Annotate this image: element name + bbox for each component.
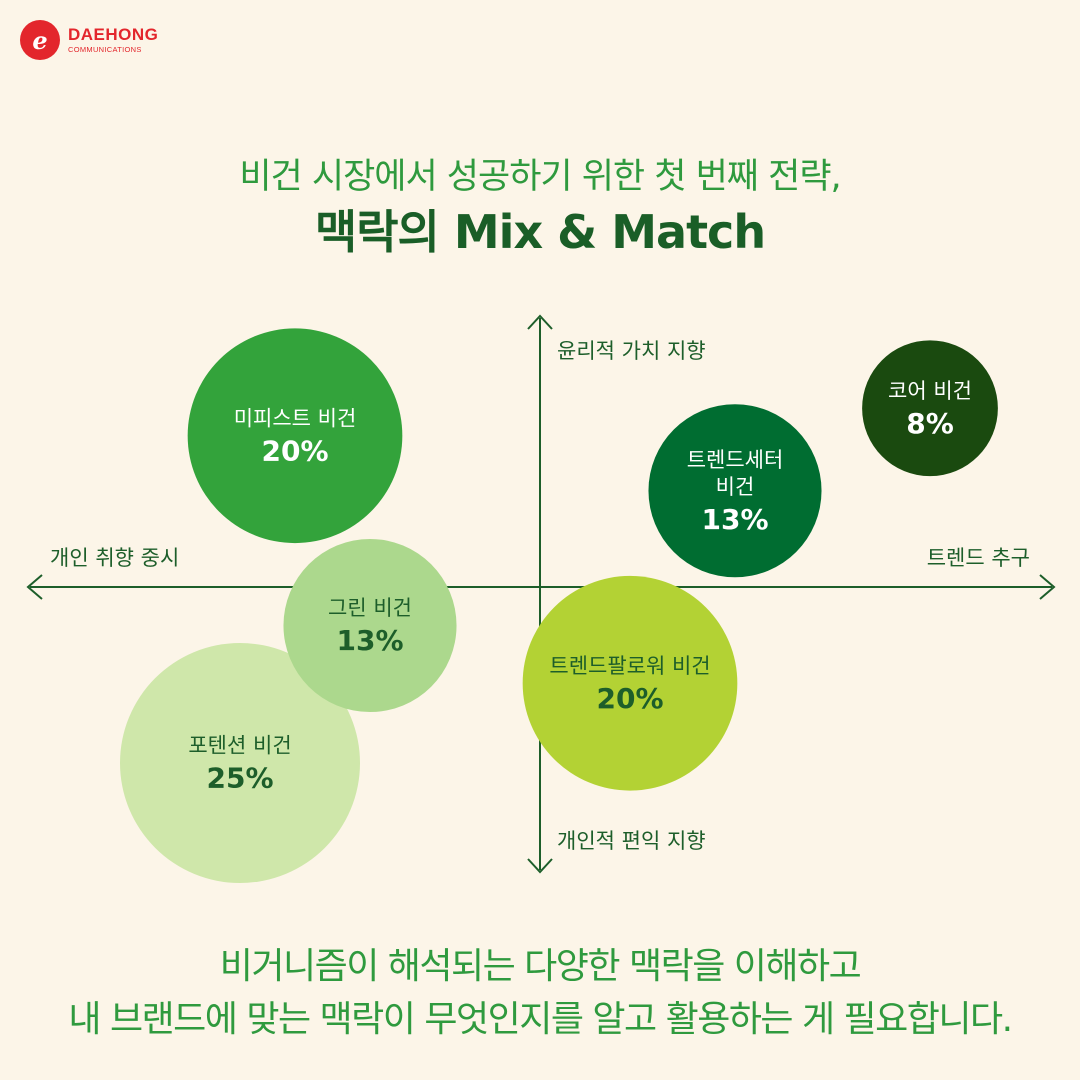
footer-line-2: 내 브랜드에 맞는 맥락이 무엇인지를 알고 활용하는 게 필요합니다. <box>68 999 1013 1040</box>
page-subtitle: 비건 시장에서 성공하기 위한 첫 번째 전략, <box>239 157 841 197</box>
bubble-value: 13% <box>336 624 403 657</box>
bubble-circle <box>862 340 998 477</box>
bubble-circle <box>283 538 457 713</box>
bubble-0: 미피스트 비건 20% <box>187 328 403 544</box>
brand-logo: e DAEHONG COMMUNICATIONS <box>20 20 158 60</box>
bubble-1: 그린 비건 13% <box>283 538 457 713</box>
bubble-label: 코어 비건 <box>888 379 972 403</box>
bubble-2: 포텐션 비건 25% <box>120 643 360 883</box>
bubble-value: 13% <box>701 503 768 536</box>
logo-name: DAEHONG <box>68 25 159 45</box>
bubble-label: 그린 비건 <box>328 596 412 620</box>
y-axis-negative-label: 개인적 편익 지향 <box>557 829 706 853</box>
x-axis-negative-label: 개인 취향 중시 <box>50 546 179 570</box>
bubble-label: 트렌드팔로워 비건 <box>549 654 710 678</box>
bubble-value: 8% <box>906 407 954 440</box>
logo-text: DAEHONG COMMUNICATIONS <box>68 26 158 54</box>
bubble-label: 트렌드세터 <box>687 448 784 472</box>
logo-mark-icon: e <box>20 20 60 60</box>
x-axis-right-arrow-icon <box>1039 574 1056 600</box>
y-axis-top-arrow-icon <box>527 314 553 330</box>
x-axis-positive-label: 트렌드 추구 <box>927 546 1030 570</box>
bubble-value: 20% <box>261 434 328 467</box>
footer-line-1: 비거니즘이 해석되는 다양한 맥락을 이해하고 <box>219 946 862 987</box>
bubble-value: 20% <box>596 682 663 715</box>
bubble-label: 포텐션 비건 <box>188 734 291 758</box>
logo-subtitle: COMMUNICATIONS <box>68 45 142 55</box>
x-axis-left-arrow-icon <box>26 574 43 600</box>
y-axis-positive-label: 윤리적 가치 지향 <box>557 339 706 363</box>
bubble-circle <box>187 328 403 544</box>
bubble-5: 트렌드팔로워 비건 20% <box>522 575 738 791</box>
bubble-circle <box>648 404 822 578</box>
page-title: 맥락의 Mix & Match <box>314 205 766 259</box>
bubble-label: 비건 <box>716 475 755 499</box>
y-axis-bottom-arrow-icon <box>527 858 553 874</box>
chart-axes: 윤리적 가치 지향 개인적 편익 지향 개인 취향 중시 트렌드 추구 <box>26 314 1056 874</box>
bubble-circle <box>120 643 360 883</box>
bubble-value: 25% <box>206 762 273 795</box>
bubble-4: 코어 비건 8% <box>862 340 998 477</box>
bubble-label: 미피스트 비건 <box>234 406 357 430</box>
bubble-circle <box>522 575 738 791</box>
